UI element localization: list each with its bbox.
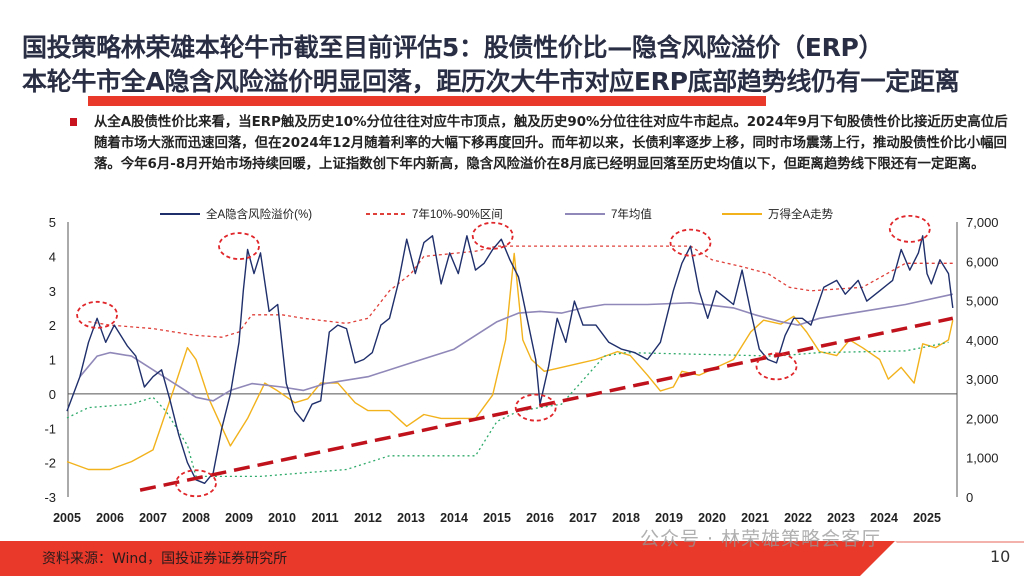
left-tick-label: 2 — [49, 318, 56, 333]
x-tick-label: 2011 — [311, 511, 338, 525]
title-underline-bar — [88, 96, 766, 106]
highlight-circle — [888, 214, 931, 243]
x-tick-label: 2013 — [397, 511, 425, 525]
left-tick-label: -2 — [44, 456, 56, 471]
highlight-circle — [471, 221, 514, 250]
x-tick-label: 2017 — [569, 511, 597, 525]
x-tick-label: 2005 — [53, 511, 81, 525]
x-tick-label: 2015 — [483, 511, 511, 525]
title-line-2: 本轮牛市全A隐含风险溢价明显回落，距历次大牛市对应ERP底部趋势线仍有一定距离 — [22, 67, 960, 96]
left-tick-label: 3 — [49, 284, 56, 299]
right-tick-label: 7,000 — [966, 215, 999, 230]
x-tick-label: 2019 — [655, 511, 683, 525]
right-tick-label: 4,000 — [966, 333, 999, 348]
x-tick-label: 2022 — [784, 511, 812, 525]
watermark: 公众号 · 林荣雄策略会客厅 — [640, 528, 882, 550]
mean-line — [79, 293, 953, 402]
x-tick-label: 2025 — [913, 511, 941, 525]
left-tick-label: 1 — [49, 353, 56, 368]
left-tick-label: 4 — [49, 249, 56, 264]
x-tick-label: 2020 — [698, 511, 726, 525]
left-tick-label: -1 — [44, 421, 56, 436]
x-tick-label: 2007 — [139, 511, 167, 525]
right-tick-label: 0 — [966, 490, 973, 505]
footer-band — [0, 541, 1024, 576]
legend-label: 全A隐含风险溢价(%) — [206, 207, 312, 221]
highlight-circle — [669, 228, 712, 257]
band-upper-line — [88, 245, 953, 338]
x-tick-label: 2021 — [741, 511, 769, 525]
right-tick-label: 3,000 — [966, 372, 999, 387]
bullet-square-icon — [70, 118, 77, 126]
x-tick-label: 2014 — [440, 511, 468, 525]
x-tick-label: 2006 — [96, 511, 124, 525]
title-line-1: 国投策略林荣雄本轮牛市截至目前评估5：股债性价比—隐含风险溢价（ERP） — [22, 33, 884, 62]
bullet-text: 从全A股债性价比来看，当ERP触及历史10%分位往往对应牛市顶点，触及历史90%… — [94, 115, 1008, 172]
x-tick-label: 2018 — [612, 511, 640, 525]
bullet-paragraph: 从全A股债性价比来看，当ERP触及历史10%分位往往对应牛市顶点，触及历史90%… — [70, 112, 1008, 175]
highlight-circle — [76, 300, 118, 329]
x-tick-label: 2016 — [526, 511, 554, 525]
x-tick-label: 2009 — [225, 511, 253, 525]
highlight-circle — [218, 232, 260, 260]
source-note: 资料来源：Wind，国投证券证券研究所 — [42, 551, 288, 567]
right-tick-label: 6,000 — [966, 254, 999, 269]
erp-line — [66, 235, 954, 484]
right-tick-label: 5,000 — [966, 294, 999, 309]
page-number: 10 — [990, 547, 1011, 566]
highlight-circle — [755, 352, 798, 381]
x-tick-label: 2010 — [268, 511, 296, 525]
left-tick-label: 5 — [49, 215, 56, 230]
highlight-circle — [175, 469, 217, 498]
left-tick-label: 0 — [49, 387, 56, 402]
x-tick-label: 2008 — [182, 511, 210, 525]
right-tick-label: 2,000 — [966, 411, 999, 426]
highlight-circle — [514, 393, 557, 422]
legend-label: 万得全A走势 — [768, 207, 834, 221]
wind-index-line — [66, 252, 954, 471]
x-tick-label: 2024 — [870, 511, 898, 525]
right-tick-label: 1,000 — [966, 451, 999, 466]
band-lower-line — [66, 341, 949, 478]
legend-label: 7年10%-90%区间 — [412, 207, 503, 221]
legend-label: 7年均值 — [611, 207, 652, 221]
left-tick-label: -3 — [44, 490, 56, 505]
erp-bottom-trendline — [139, 316, 954, 492]
x-tick-label: 2012 — [354, 511, 382, 525]
x-tick-label: 2023 — [827, 511, 855, 525]
